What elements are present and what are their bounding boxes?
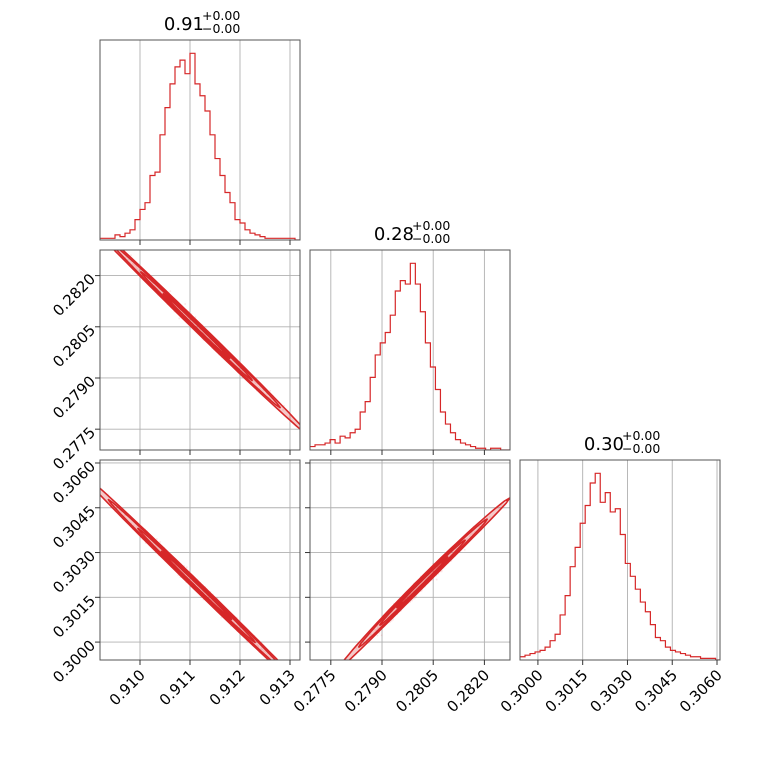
contour-0-0: [162, 292, 231, 360]
hist-frame-1: [309, 249, 511, 451]
x-tick-label-0-1: 0.911: [156, 666, 199, 709]
param-title-plus-0: +0.00: [202, 8, 240, 23]
param-title-2: 0.30: [584, 434, 624, 455]
x-tick-label-2-1: 0.3015: [542, 666, 592, 716]
grid-1-1: [330, 250, 485, 450]
contour-0-3: [113, 250, 300, 431]
x-tick-label-1-2: 0.2805: [392, 666, 442, 716]
contour-0-2: [115, 250, 282, 409]
x-tick-label-0-0: 0.910: [106, 666, 149, 709]
pair-frame-2: [309, 459, 511, 661]
x-tick-label-2-4: 0.3060: [676, 666, 726, 716]
param-title-minus-1: −0.00: [412, 231, 450, 246]
corner-plot-canvas: 0.91+0.00−0.000.28+0.00−0.000.30000.3015…: [49, 8, 726, 716]
y-tick-label-1-2: 0.2805: [49, 321, 99, 371]
histogram-1: [310, 262, 510, 450]
histogram-0: [100, 52, 300, 240]
x-tick-label-2-0: 0.3000: [497, 666, 547, 716]
y-tick-label-1-1: 0.2790: [49, 372, 99, 422]
grid-0-2: [100, 460, 300, 660]
param-title-minus-0: −0.00: [202, 21, 240, 36]
y-tick-label-1-3: 0.2820: [49, 270, 99, 320]
grid-1-2: [310, 460, 510, 660]
param-title-1: 0.28: [374, 224, 414, 245]
pair-frame-1: [99, 459, 301, 661]
x-tick-label-1-3: 0.2820: [443, 666, 493, 716]
x-tick-label-1-0: 0.2775: [290, 666, 340, 716]
hist-group-0: [100, 52, 300, 240]
density-fill-1: [100, 488, 278, 660]
contour-1-3: [100, 487, 279, 660]
y-tick-label-2-3: 0.3045: [49, 502, 99, 552]
contour-2-2: [357, 518, 489, 649]
hist-group-2: [520, 472, 720, 660]
density-fill-0: [114, 250, 300, 428]
contour-0-1: [139, 270, 254, 382]
pair-frame-0: [99, 249, 301, 451]
histogram-2: [520, 472, 720, 660]
x-tick-label-1-1: 0.2790: [341, 666, 391, 716]
hist-frame-0: [99, 39, 301, 241]
x-tick-label-0-2: 0.912: [206, 666, 249, 709]
pair-group-1: [100, 487, 279, 660]
param-title-plus-2: +0.00: [622, 428, 660, 443]
x-tick-label-2-2: 0.3030: [586, 666, 636, 716]
y-tick-label-2-2: 0.3030: [49, 547, 99, 597]
y-tick-label-2-1: 0.3015: [49, 592, 99, 642]
y-tick-label-2-0: 0.3000: [49, 636, 99, 686]
contour-1-1: [136, 527, 257, 644]
hist-group-1: [310, 262, 510, 450]
pair-group-0: [113, 250, 300, 431]
hist-frame-2: [519, 459, 721, 661]
param-title-plus-1: +0.00: [412, 218, 450, 233]
contour-2-0: [395, 556, 449, 609]
pair-group-2: [343, 497, 510, 660]
grid-2-2: [537, 460, 718, 660]
x-tick-label-2-3: 0.3045: [631, 666, 681, 716]
grid-0-1: [100, 250, 300, 450]
param-title-minus-2: −0.00: [622, 441, 660, 456]
contour-1-2: [107, 498, 277, 660]
param-title-0: 0.91: [164, 14, 204, 35]
contour-1-0: [160, 550, 233, 621]
contour-2-1: [378, 539, 467, 627]
